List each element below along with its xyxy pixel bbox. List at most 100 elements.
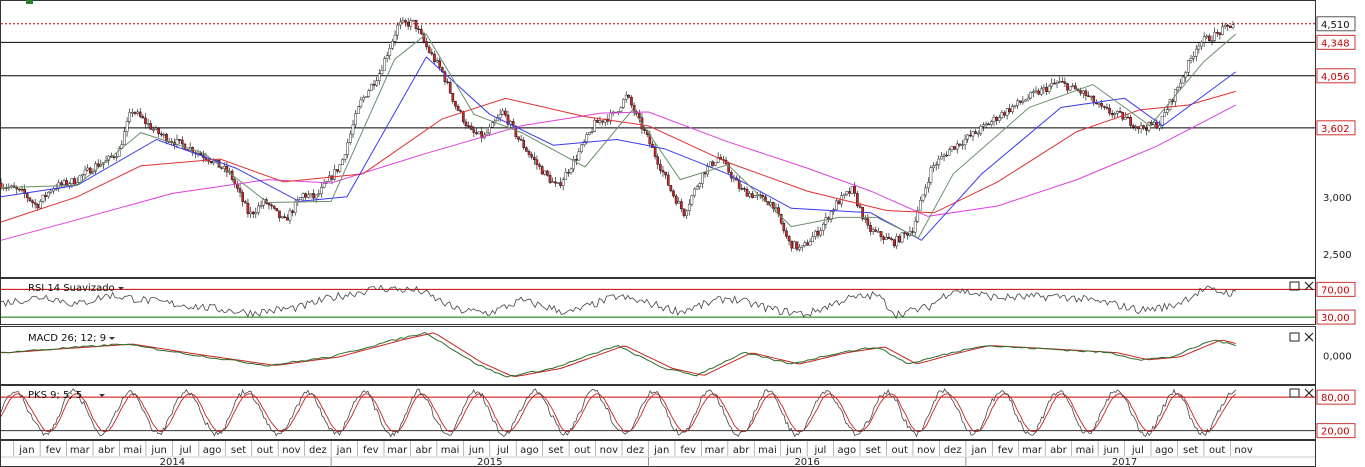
- candle: [687, 199, 691, 216]
- pks-dropdown-icon[interactable]: [99, 394, 105, 397]
- candle: [136, 109, 139, 116]
- macd-axis-label: 0,000: [1323, 352, 1352, 363]
- pks-box-label: 80,00: [1321, 393, 1350, 404]
- pks-close-icon[interactable]: [1304, 388, 1314, 398]
- candle: [25, 191, 29, 203]
- candle: [769, 198, 772, 206]
- candle: [272, 205, 276, 210]
- macd-title[interactable]: MACD 26; 12; 9: [28, 333, 106, 344]
- candle: [275, 208, 279, 212]
- candle: [821, 222, 825, 236]
- rsi-maximize-icon[interactable]: [1289, 281, 1300, 291]
- candle: [582, 139, 586, 148]
- month-label: mai: [123, 445, 142, 456]
- candle: [551, 177, 554, 183]
- candle: [1021, 96, 1025, 105]
- candle: [291, 209, 294, 217]
- month-label: jun: [785, 445, 801, 456]
- candle: [877, 227, 880, 233]
- candle: [117, 145, 121, 157]
- moving-average-short: [0, 33, 1237, 239]
- candle: [354, 110, 357, 128]
- month-label: nov: [282, 445, 300, 456]
- macd-panel-frame: [0, 326, 1316, 385]
- candle: [884, 233, 888, 241]
- candle: [380, 65, 384, 75]
- candle: [414, 19, 418, 32]
- candle: [241, 189, 244, 207]
- rsi-title[interactable]: RSI 14 Suavizado: [28, 283, 115, 294]
- candle: [924, 184, 927, 198]
- candle: [299, 196, 302, 201]
- candle: [372, 79, 376, 90]
- candle: [750, 190, 754, 199]
- candle: [39, 199, 42, 209]
- candle: [577, 147, 581, 161]
- rsi-dropdown-icon[interactable]: [118, 287, 124, 290]
- time-axis-frame: [0, 440, 1316, 467]
- candle: [359, 96, 363, 109]
- month-label: mar: [1022, 445, 1043, 456]
- candle: [391, 38, 394, 50]
- candle: [1068, 86, 1072, 91]
- candle: [422, 31, 426, 44]
- candle: [83, 165, 87, 179]
- month-label: abr: [415, 445, 432, 456]
- moving-average-vlong: [0, 104, 1236, 241]
- candle: [28, 197, 32, 203]
- candle: [1194, 44, 1198, 62]
- candle: [251, 210, 255, 219]
- candle: [393, 30, 397, 46]
- price-box-label: 4,348: [1321, 38, 1350, 49]
- pks-title[interactable]: PKS 9; 5; 5: [28, 390, 82, 401]
- month-label: mar: [387, 445, 408, 456]
- candle: [829, 210, 833, 223]
- candle: [1042, 84, 1046, 95]
- candle: [435, 57, 439, 64]
- candle: [1184, 71, 1188, 82]
- candle: [406, 17, 410, 30]
- candle: [1145, 124, 1148, 136]
- macd-close-icon[interactable]: [1304, 332, 1314, 342]
- rsi-close-icon[interactable]: [1304, 281, 1314, 291]
- candle: [485, 128, 489, 136]
- candle: [814, 229, 817, 240]
- candle: [963, 134, 967, 150]
- candle: [1000, 109, 1004, 120]
- rsi-box: 70,00: [1316, 281, 1356, 297]
- candle: [1103, 105, 1106, 110]
- candle: [530, 151, 533, 160]
- month-label: nov: [917, 445, 935, 456]
- candle: [882, 235, 885, 245]
- candle: [178, 139, 181, 144]
- axis-layer: jan fev mar abr mai jun jul ago set out nov dez jan f…: [1, 441, 1315, 467]
- candle: [367, 88, 371, 98]
- macd-dropdown-icon[interactable]: [109, 337, 115, 340]
- candle: [948, 147, 951, 156]
- candle: [1013, 104, 1017, 109]
- candle: [278, 210, 281, 222]
- candle: [125, 117, 129, 137]
- candle: [49, 189, 53, 195]
- candle: [420, 24, 423, 35]
- candle: [477, 131, 481, 135]
- candle: [624, 91, 628, 103]
- macd-maximize-icon[interactable]: [1289, 332, 1300, 342]
- candle: [532, 152, 536, 165]
- candle: [593, 117, 596, 133]
- candle: [307, 190, 310, 199]
- macd-line: [0, 331, 1236, 378]
- month-label: ago: [838, 445, 857, 456]
- candle: [553, 176, 557, 188]
- price-axis-label: 3,000: [1323, 193, 1352, 204]
- month-label: jul: [179, 445, 192, 456]
- candle: [911, 227, 914, 235]
- candle: [745, 186, 749, 197]
- pks-maximize-icon[interactable]: [1289, 388, 1300, 398]
- candle: [806, 239, 809, 246]
- candle: [1081, 89, 1085, 98]
- month-label: set: [548, 445, 563, 456]
- candle: [1215, 29, 1219, 37]
- candle: [666, 171, 670, 186]
- candle: [779, 213, 783, 226]
